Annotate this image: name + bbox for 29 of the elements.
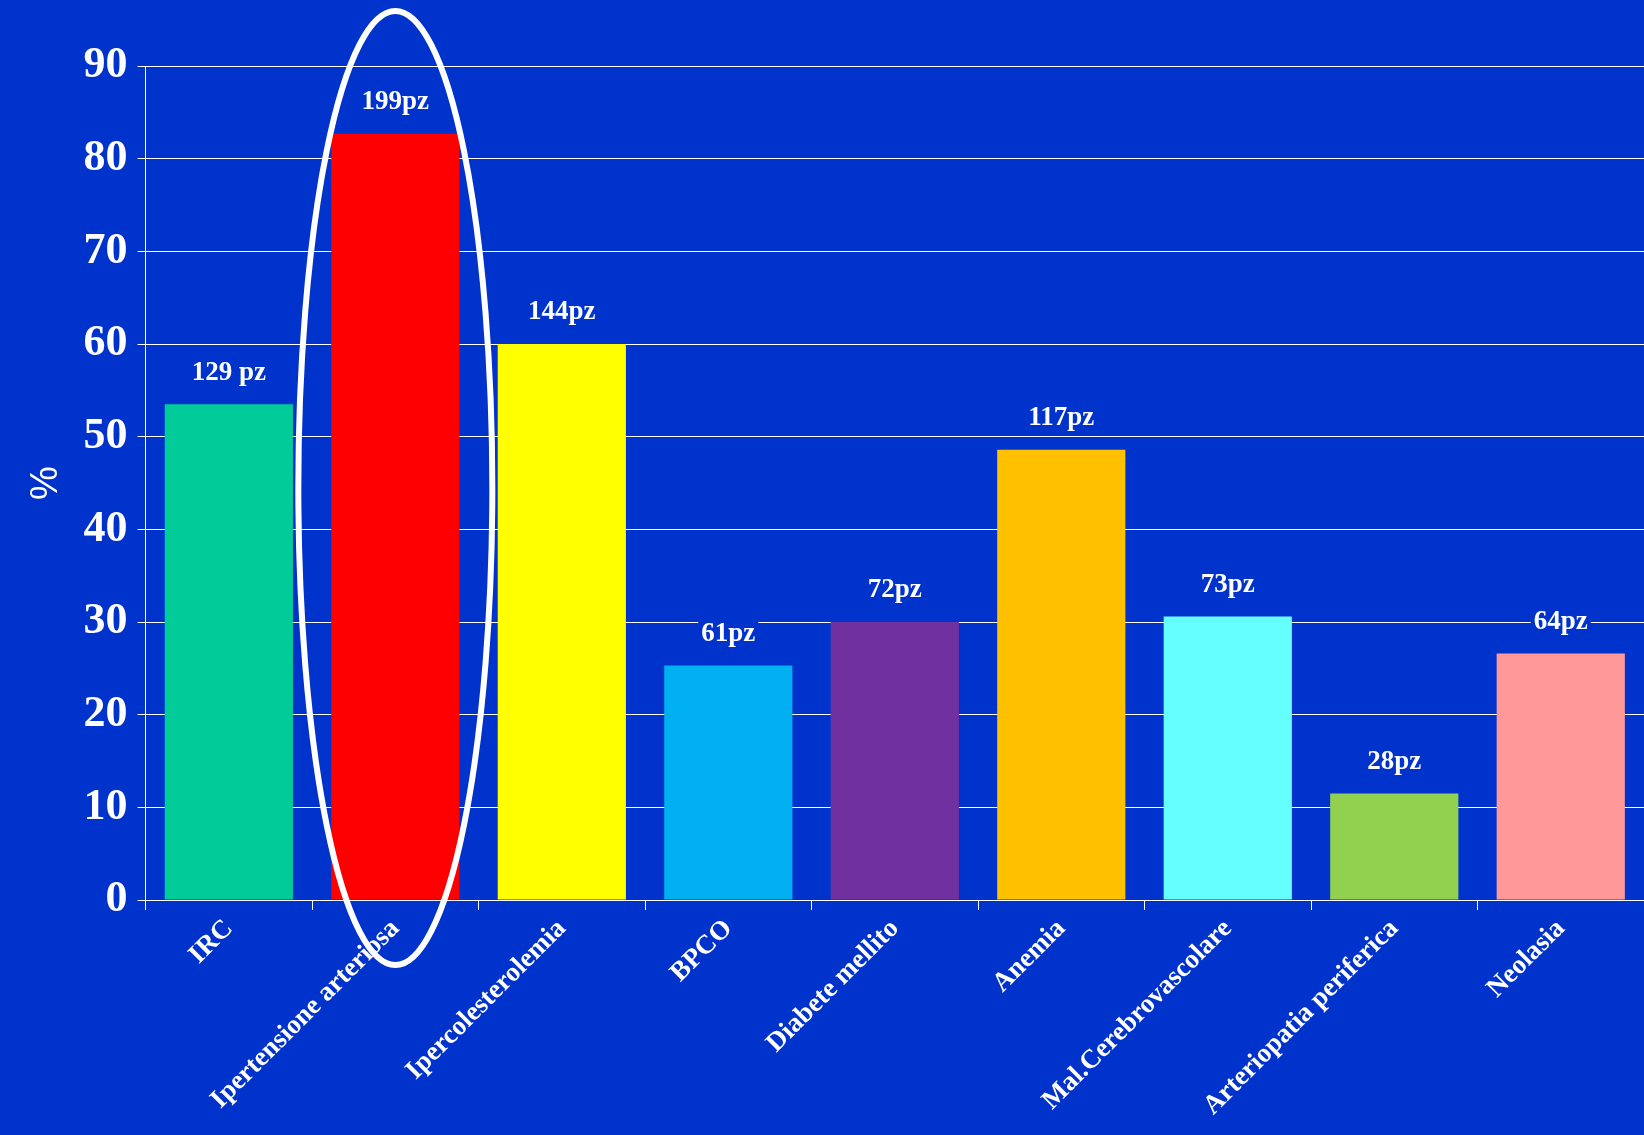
- annotation: 199pz: [361, 85, 430, 116]
- x-tick-label: IRC: [181, 912, 239, 969]
- y-axis-title: %: [23, 466, 66, 500]
- y-tick-label: 40: [83, 501, 128, 551]
- annotation: 28pz: [1367, 744, 1422, 775]
- y-tick-label: 50: [83, 409, 128, 459]
- annotation: 117pz: [1028, 401, 1095, 432]
- bar: [497, 344, 626, 900]
- bar: [1163, 616, 1292, 900]
- bar: [1496, 653, 1625, 900]
- bar: [997, 449, 1126, 900]
- bar: [1330, 793, 1459, 900]
- annotation: 61pz: [701, 617, 756, 648]
- y-tick-label: 20: [83, 687, 128, 737]
- annotation: 144pz: [528, 295, 596, 326]
- y-tick-label: 10: [83, 779, 128, 829]
- y-tick-label: 60: [83, 316, 128, 366]
- y-tick-label: 0: [105, 872, 128, 922]
- y-tick-label: 30: [83, 594, 128, 644]
- annotation: 72pz: [867, 573, 922, 604]
- annotation: 64pz: [1533, 604, 1588, 635]
- bar: [164, 404, 293, 900]
- y-tick-label: 80: [83, 131, 128, 181]
- annotation: 129 pz: [191, 355, 266, 386]
- y-tick-label: 70: [83, 223, 128, 273]
- y-tick-label: 90: [83, 38, 128, 88]
- annotation: 73pz: [1200, 567, 1255, 598]
- bar: [664, 665, 793, 900]
- bar: [830, 622, 959, 900]
